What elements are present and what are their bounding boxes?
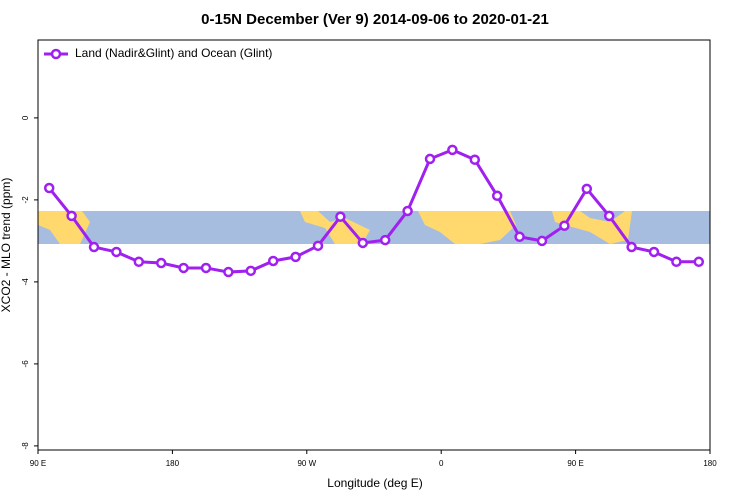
data-point (424, 153, 436, 165)
data-point (155, 257, 167, 269)
data-point (536, 235, 548, 247)
data-point (603, 210, 615, 222)
data-point (178, 262, 189, 274)
map-band (38, 211, 710, 244)
data-point (335, 211, 346, 222)
data-point (671, 256, 682, 268)
data-point (200, 262, 212, 274)
data-point (245, 265, 257, 277)
data-point (626, 241, 637, 253)
data-point (88, 241, 100, 253)
x-tick-label: 180 (703, 459, 717, 468)
plot-frame (37, 39, 711, 451)
y-tick-label: -2 (21, 196, 30, 204)
data-point (402, 205, 413, 217)
x-tick-label: 90 E (567, 459, 583, 468)
legend-marker (50, 48, 62, 60)
data-point (133, 256, 145, 268)
x-tick-label: 90 E (30, 459, 46, 468)
y-tick-label: 0 (21, 115, 30, 120)
data-point (379, 234, 391, 246)
data-point (693, 256, 705, 268)
data-point (312, 240, 324, 252)
data-point (111, 246, 122, 258)
data-point (469, 154, 481, 165)
data-point (514, 231, 525, 243)
y-axis-label: XCO2 - MLO trend (ppm) (0, 178, 13, 313)
x-tick-label: 180 (166, 459, 180, 468)
data-point (648, 246, 660, 258)
chart-title: 0-15N December (Ver 9) 2014-09-06 to 202… (201, 11, 549, 28)
series-line (48, 148, 699, 274)
y-tick-label: -8 (21, 442, 30, 450)
x-axis-label: Longitude (deg E) (327, 476, 422, 490)
data-point (43, 182, 55, 194)
x-tick-label: 90 W (297, 459, 316, 468)
x-tick-label: 0 (439, 459, 444, 468)
data-point (357, 237, 369, 249)
legend-label: Land (Nadir&Glint) and Ocean (Glint) (75, 46, 272, 60)
y-tick-label: -6 (21, 360, 30, 368)
data-point (223, 266, 234, 278)
y-tick-label: -4 (21, 278, 30, 286)
data-point (491, 190, 503, 202)
data-point (267, 255, 279, 267)
data-point (581, 183, 593, 195)
data-point (447, 144, 458, 156)
data-point (290, 251, 301, 263)
data-point (66, 210, 77, 222)
data-point (559, 220, 570, 231)
